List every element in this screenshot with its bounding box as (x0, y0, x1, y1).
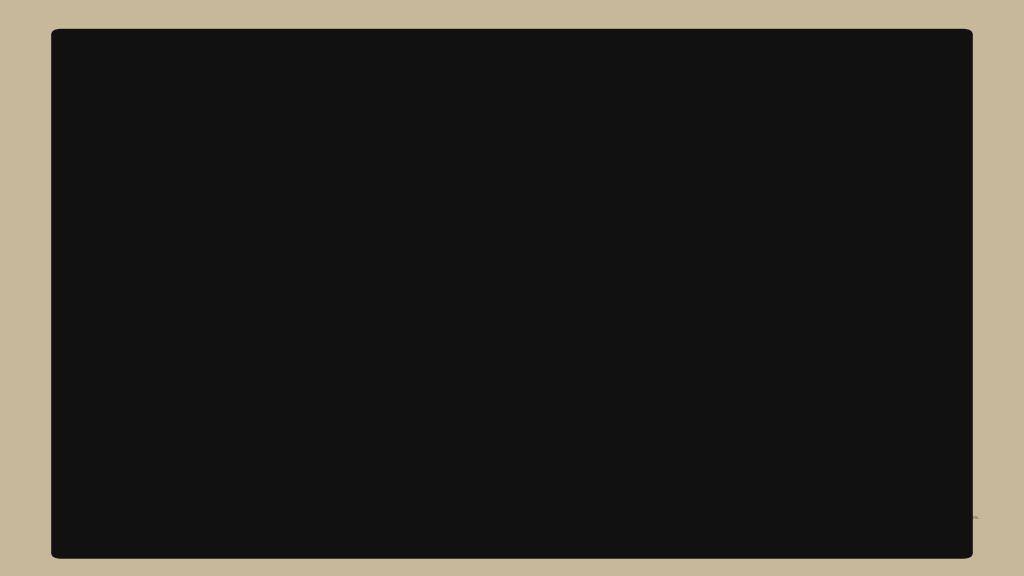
Text: Growing adoption of micro-credentials: Growing adoption of micro-credentials (118, 60, 602, 81)
Text: are no longer sitting on the
sidelines: are no longer sitting on the sidelines (118, 317, 269, 339)
Text: 28: 28 (904, 511, 915, 520)
Text: Believe micro-credentials
can strengthen career
outcomes: Believe micro-credentials can strengthen… (459, 481, 565, 511)
Bar (456, 134, 568, 467)
Text: University leaders: University leaders (118, 288, 245, 301)
Text: also provide academic credit: also provide academic credit (758, 387, 895, 396)
Text: Source: Coursera survey. Survey results include n=1,008 higher education leaders: Source: Coursera survey. Survey results … (412, 516, 980, 520)
Text: 53%: 53% (758, 351, 783, 361)
Text: for them: for them (758, 405, 799, 414)
Text: 94%: 94% (500, 119, 524, 129)
Text: Leaders who say they
offer micro-credentials: Leaders who say they offer micro-credent… (613, 481, 710, 501)
Text: Believe micro-credentials: Believe micro-credentials (459, 481, 565, 501)
Bar (605, 372, 718, 467)
Text: coursera: coursera (852, 60, 906, 71)
Bar (605, 286, 718, 372)
Polygon shape (92, 181, 462, 530)
Text: Leaders who say they: Leaders who say they (615, 481, 708, 501)
Text: Coursera Micro-Credentials Impact Report 2024: Coursera Micro-Credentials Impact Report… (118, 191, 350, 201)
Text: offer micro-credentials: offer micro-credentials (606, 494, 716, 503)
Text: 51%: 51% (649, 271, 674, 281)
Text: can strengthen career
outcomes: can strengthen career outcomes (459, 494, 565, 513)
Text: among campuses: among campuses (118, 133, 335, 153)
Text: Who offer micro-credentials: Who offer micro-credentials (758, 368, 876, 377)
